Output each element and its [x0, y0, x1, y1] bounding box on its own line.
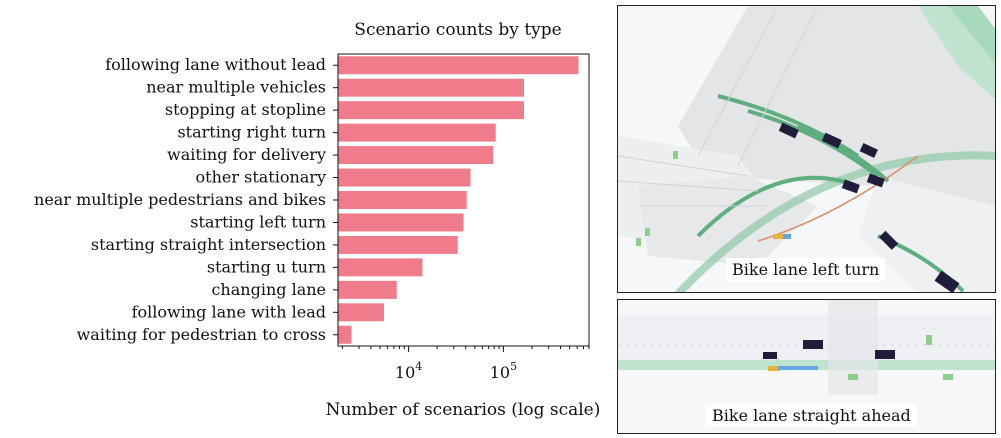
bar [338, 56, 579, 75]
category-label: waiting for pedestrian to cross [77, 325, 326, 344]
panel-caption-top: Bike lane left turn [726, 258, 886, 281]
bar [338, 213, 464, 232]
category-label: starting right turn [177, 123, 326, 142]
x-axis-title: Number of scenarios (log scale) [326, 400, 601, 420]
x-tick-label: 105 [490, 360, 517, 382]
category-label: following lane with lead [132, 302, 326, 321]
category-label: starting u turn [207, 257, 326, 276]
bar [338, 78, 525, 97]
chart-title: Scenario counts by type [354, 20, 561, 40]
bike-lane-straight-panel: Bike lane straight ahead [617, 299, 996, 434]
category-label: changing lane [211, 280, 326, 299]
bar [338, 168, 471, 187]
bar [338, 146, 494, 165]
category-label: near multiple vehicles [146, 78, 326, 97]
left-turn-scene-illustration [618, 6, 995, 292]
bar [338, 280, 397, 299]
category-label: starting left turn [190, 212, 326, 231]
category-label: near multiple pedestrians and bikes [34, 190, 326, 209]
bar [338, 325, 352, 344]
category-label: other stationary [196, 168, 326, 187]
category-label: following lane without lead [105, 55, 326, 74]
bar [338, 123, 496, 142]
category-label: stopping at stopline [165, 100, 326, 119]
bar [338, 191, 467, 209]
panel-caption-bottom: Bike lane straight ahead [706, 404, 917, 427]
bar [338, 303, 384, 322]
bar [338, 235, 458, 254]
category-label: waiting for delivery [167, 145, 326, 164]
bar [338, 101, 525, 120]
category-label: starting straight intersection [91, 235, 326, 254]
x-tick-label: 104 [395, 360, 422, 382]
bar [338, 258, 423, 277]
bar-chart: Scenario counts by type following lane w… [34, 20, 601, 420]
bike-lane-left-turn-panel: Bike lane left turn [617, 5, 996, 293]
